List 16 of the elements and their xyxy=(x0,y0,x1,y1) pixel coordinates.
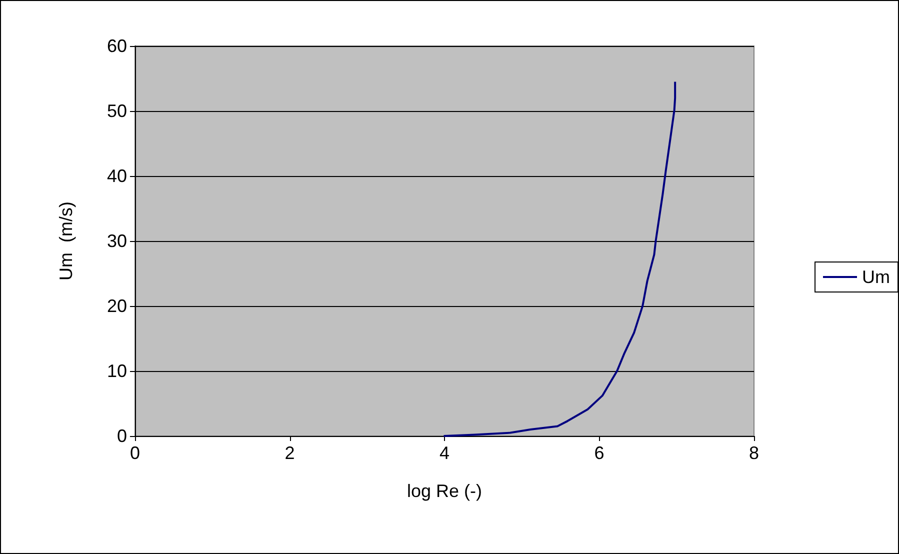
line-series xyxy=(442,80,676,437)
legend-label: Um xyxy=(862,267,890,287)
x-axis-title: log Re (-) xyxy=(406,481,482,501)
y-tick-label: 60 xyxy=(106,36,127,56)
y-tick-label: 20 xyxy=(106,296,127,316)
x-tick-label: 0 xyxy=(130,443,140,463)
y-tick-label: 30 xyxy=(106,231,127,251)
x-tick-label: 6 xyxy=(594,443,604,463)
y-axis-title: Um (m/s) xyxy=(56,202,76,280)
x-tick-label: 4 xyxy=(439,443,450,463)
x-tick-label: 8 xyxy=(748,443,760,463)
x-tick-label: 2 xyxy=(284,443,295,463)
y-tick-label: 40 xyxy=(106,166,127,186)
y-tick-label: 50 xyxy=(106,101,127,121)
y-tick-label: 10 xyxy=(106,361,127,381)
y-tick-label: 0 xyxy=(116,426,127,446)
